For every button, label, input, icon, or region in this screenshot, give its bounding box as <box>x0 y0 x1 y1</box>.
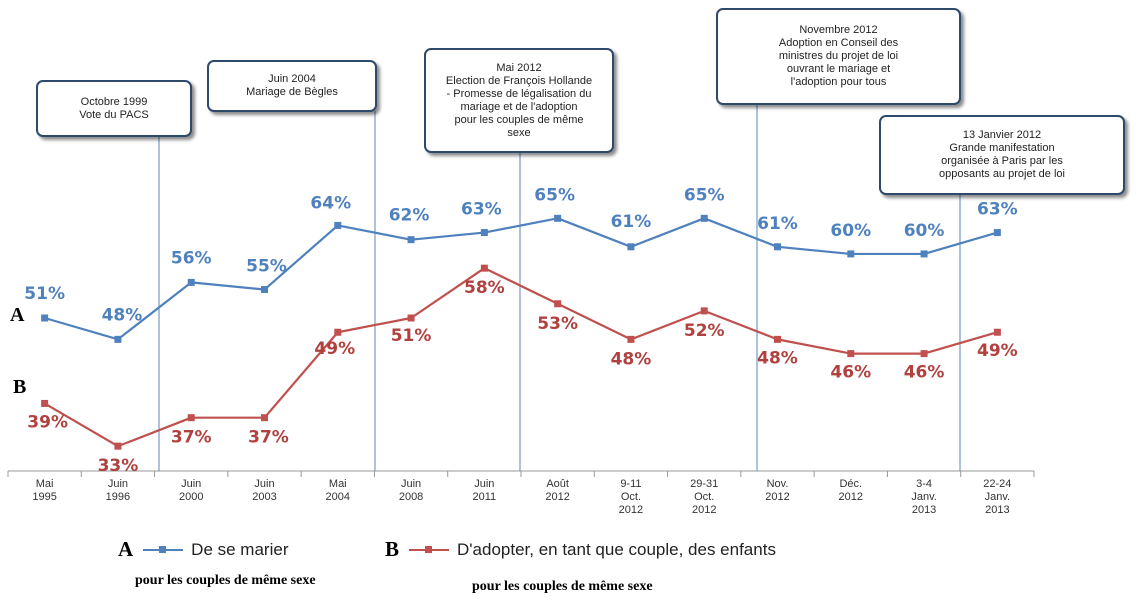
legend-a-swatch <box>143 545 184 555</box>
series-b-marker-letter: B <box>13 376 27 398</box>
series-a-point <box>187 278 195 286</box>
x-tick-label: 29-31 Oct. 2012 <box>690 478 718 516</box>
series-b-data-label: 37% <box>248 428 289 448</box>
series-a-point <box>700 214 708 222</box>
series-a-line <box>44 217 998 341</box>
legend-a-caption: pour les couples de même sexe <box>135 573 316 588</box>
series-a-point <box>334 221 342 229</box>
series-b-data-label: 52% <box>684 321 725 341</box>
series-b-point <box>847 350 855 358</box>
series-a-marker-letter: A <box>10 304 25 326</box>
series-a-data-label: 61% <box>757 214 798 234</box>
series-b-point <box>480 264 488 272</box>
series-b-point <box>41 399 49 407</box>
series-b-data-label: 48% <box>611 349 652 369</box>
x-tick-label: Juin 2011 <box>473 478 497 503</box>
series-a-data-label: 62% <box>389 206 430 226</box>
series-b-point <box>334 328 342 336</box>
series-b-data-label: 49% <box>314 339 355 359</box>
series-b-point <box>114 442 122 450</box>
series-a-data-label: 60% <box>830 221 871 241</box>
series-b-point <box>627 335 635 343</box>
series-a-point <box>407 236 415 244</box>
series-a-data-label: 65% <box>534 185 575 205</box>
series-a-point <box>261 286 268 294</box>
series-b-line <box>44 267 998 448</box>
series-b-data-label: 58% <box>464 278 505 298</box>
x-tick-label: Nov. 2012 <box>765 478 789 503</box>
annotation-manifestation: 13 Janvier 2012 Grande manifestation org… <box>879 115 1125 195</box>
legend-item-a: A De se marier <box>118 537 288 562</box>
series-a-point <box>554 214 562 222</box>
series-b-point <box>554 300 562 308</box>
x-tick-label: Juin 1996 <box>106 478 130 503</box>
series-b-data-label: 37% <box>171 428 212 448</box>
series-b-data-label: 49% <box>977 341 1018 361</box>
series-a-data-label: 61% <box>611 212 652 232</box>
series-a-point <box>480 229 488 237</box>
x-tick-label: Déc. 2012 <box>839 478 863 503</box>
series-b-point <box>774 335 781 343</box>
x-tick-label: Juin 2008 <box>399 478 423 503</box>
series-b-point <box>993 328 1001 336</box>
series-a-data-label: 63% <box>461 200 502 220</box>
legend-item-b: B D'adopter, en tant que couple, des enf… <box>385 537 776 562</box>
series-a-data-label: 51% <box>24 284 65 304</box>
legend-b-label: D'adopter, en tant que couple, des enfan… <box>457 539 776 559</box>
series-b-data-label: 46% <box>830 363 871 383</box>
series-b-data-label: 39% <box>27 412 68 432</box>
x-tick-label: Juin 2000 <box>179 478 203 503</box>
legend-b-caption: pour les couples de même sexe <box>472 579 653 594</box>
annotation-conseil-ministres: Novembre 2012 Adoption en Conseil des mi… <box>716 8 961 105</box>
series-a-data-label: 56% <box>171 248 212 268</box>
series-a-point <box>847 250 855 258</box>
x-tick-label: Mai 2004 <box>326 478 350 503</box>
x-tick-label: 9-11 Oct. 2012 <box>619 478 643 516</box>
series-a-point <box>41 314 49 322</box>
legend-a-label: De se marier <box>191 539 289 559</box>
series-b-point <box>700 307 708 315</box>
series-a-point <box>920 250 928 258</box>
series-b-data-label: 48% <box>757 348 798 368</box>
series-b-point <box>261 414 268 422</box>
series-b-data-label: 33% <box>98 456 139 476</box>
series-a-point <box>627 243 635 251</box>
x-tick-label: Août 2012 <box>545 478 569 503</box>
series-a-data-label: 48% <box>102 305 143 325</box>
series-a-point <box>774 243 781 251</box>
series-b-point <box>187 414 195 422</box>
series-a-point <box>993 229 1001 237</box>
series-b-point <box>920 350 928 358</box>
legend-b-letter: B <box>385 537 400 561</box>
x-tick-label: 22-24 Janv. 2013 <box>983 478 1011 516</box>
legend-b-swatch <box>409 545 450 555</box>
series-b-data-label: 51% <box>391 326 432 346</box>
x-tick-label: Mai 1995 <box>32 478 56 503</box>
legend-a-letter: A <box>118 537 134 561</box>
annotation-hollande: Mai 2012 Election de François Hollande -… <box>424 48 614 153</box>
series-a-data-label: 60% <box>904 221 945 241</box>
x-tick-label: Juin 2003 <box>252 478 276 503</box>
series-b-data-label: 46% <box>904 363 945 383</box>
series-a-data-label: 63% <box>977 200 1018 220</box>
x-tick-label: 3-4 Janv. 2013 <box>911 478 936 516</box>
series-a-data-label: 65% <box>684 185 725 205</box>
series-a-data-label: 55% <box>246 257 287 277</box>
series-a-data-label: 64% <box>310 193 351 213</box>
series-b-point <box>407 314 415 322</box>
series-a-point <box>114 335 122 343</box>
annotation-pacs: Octobre 1999 Vote du PACS <box>36 80 192 137</box>
annotation-begles: Juin 2004 Mariage de Bègles <box>207 60 377 112</box>
series-b-data-label: 53% <box>537 314 578 334</box>
